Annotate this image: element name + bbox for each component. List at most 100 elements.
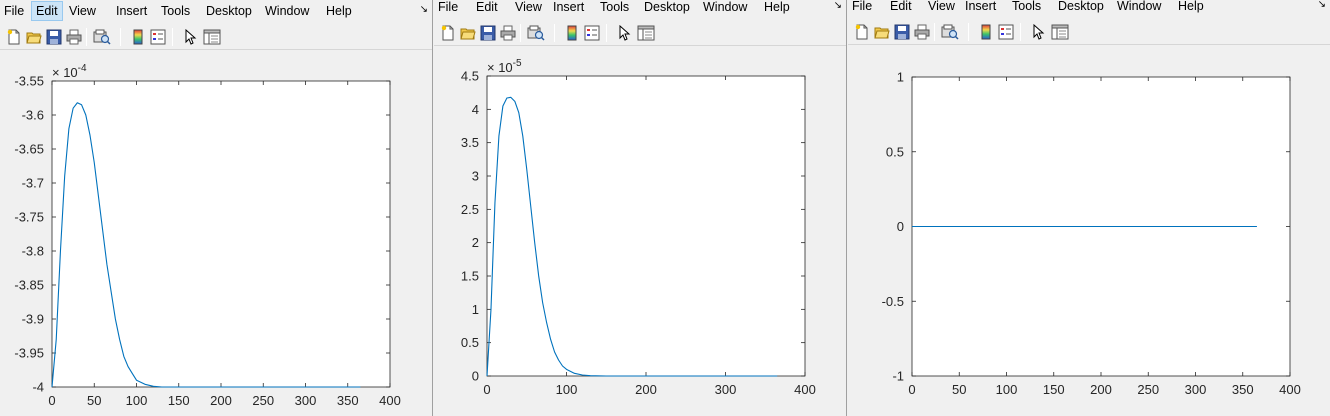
legend-icon[interactable] bbox=[996, 22, 1016, 42]
print-preview-icon[interactable] bbox=[92, 27, 112, 47]
menu-tools[interactable]: Tools bbox=[1012, 0, 1042, 13]
y-exponent-label: × 10-5 bbox=[487, 58, 522, 75]
dock-arrow-icon[interactable]: ↘ bbox=[833, 0, 842, 11]
menu-insert[interactable]: Insert bbox=[116, 4, 148, 18]
open-file-icon[interactable] bbox=[872, 22, 892, 42]
menu-window[interactable]: Window bbox=[703, 0, 748, 14]
menu-tools[interactable]: Tools bbox=[161, 4, 191, 18]
axes-background bbox=[486, 75, 806, 377]
menu-help[interactable]: Help bbox=[1178, 0, 1204, 13]
dock-arrow-icon[interactable]: ↘ bbox=[419, 4, 428, 15]
pointer-icon[interactable] bbox=[1028, 22, 1048, 42]
y-tick-label: 0.5 bbox=[886, 144, 904, 159]
legend-icon[interactable] bbox=[148, 27, 168, 47]
x-tick-label: 200 bbox=[635, 382, 657, 397]
x-tick-label: 250 bbox=[1137, 382, 1159, 397]
legend-icon[interactable] bbox=[582, 23, 602, 43]
print-preview-icon[interactable] bbox=[526, 23, 546, 43]
menu-edit[interactable]: Edit bbox=[476, 0, 498, 14]
menu-desktop[interactable]: Desktop bbox=[644, 0, 690, 14]
y-exponent-label: × 10-4 bbox=[52, 63, 87, 80]
y-tick-label: 2 bbox=[472, 235, 479, 250]
figure-toolbar bbox=[0, 24, 432, 50]
plot-axes[interactable]: 0 50 100 150 200 250 300 350 400 -3.55 -3.6 -3.65 -3… bbox=[0, 51, 433, 416]
print-icon[interactable] bbox=[912, 22, 932, 42]
x-tick-label: 0 bbox=[908, 382, 915, 397]
y-exponent-base: × 10 bbox=[487, 60, 513, 75]
menu-file[interactable]: File bbox=[438, 0, 459, 14]
plot-axes[interactable]: 0 50 100 150 200 250 300 350 400 -1 -0.5 0 0.5 1 bbox=[848, 46, 1330, 416]
toolbar-separator bbox=[172, 28, 173, 46]
figure-toolbar bbox=[434, 20, 846, 46]
y-tick-label: 2.5 bbox=[461, 202, 479, 217]
figure-window-1: File Edit View Insert Tools Desktop Window Help… bbox=[0, 0, 433, 416]
dock-arrow-icon[interactable]: ↘ bbox=[1317, 0, 1326, 10]
save-icon[interactable] bbox=[478, 23, 498, 43]
save-icon[interactable] bbox=[44, 27, 64, 47]
y-tick-label: 1.5 bbox=[461, 269, 479, 284]
x-tick-label: 250 bbox=[252, 393, 274, 408]
property-inspector-icon[interactable] bbox=[1050, 22, 1070, 42]
menu-desktop[interactable]: Desktop bbox=[206, 4, 252, 18]
print-icon[interactable] bbox=[64, 27, 84, 47]
menu-file[interactable]: File bbox=[852, 0, 873, 13]
pointer-icon[interactable] bbox=[614, 23, 634, 43]
x-tick-label: 50 bbox=[87, 393, 101, 408]
pointer-icon[interactable] bbox=[180, 27, 200, 47]
menu-insert[interactable]: Insert bbox=[965, 0, 997, 13]
y-exponent-base: × 10 bbox=[52, 65, 78, 80]
figure-canvas: 0 50 100 150 200 250 300 350 400 -1 -0.5 0 0.5 1 bbox=[848, 46, 1330, 416]
menu-window[interactable]: Window bbox=[1117, 0, 1162, 13]
x-tick-label: 400 bbox=[379, 393, 401, 408]
new-figure-icon[interactable] bbox=[438, 23, 458, 43]
menu-insert[interactable]: Insert bbox=[553, 0, 585, 14]
y-tick-label: 4.5 bbox=[461, 69, 479, 84]
menu-help[interactable]: Help bbox=[326, 4, 352, 18]
menu-window[interactable]: Window bbox=[265, 4, 310, 18]
colorbar-icon[interactable] bbox=[976, 22, 996, 42]
y-tick-label: -3.85 bbox=[14, 278, 44, 293]
y-tick-label: -4 bbox=[32, 380, 44, 395]
new-figure-icon[interactable] bbox=[852, 22, 872, 42]
property-inspector-icon[interactable] bbox=[202, 27, 222, 47]
menu-view[interactable]: View bbox=[69, 4, 96, 18]
new-figure-icon[interactable] bbox=[4, 27, 24, 47]
toolbar-separator bbox=[86, 28, 87, 46]
y-tick-label: 3.5 bbox=[461, 135, 479, 150]
y-tick-label: 0 bbox=[472, 369, 479, 384]
menu-tools[interactable]: Tools bbox=[600, 0, 630, 14]
property-inspector-icon[interactable] bbox=[636, 23, 656, 43]
menu-desktop[interactable]: Desktop bbox=[1058, 0, 1104, 13]
y-tick-label: -3.95 bbox=[14, 346, 44, 361]
plot-axes[interactable]: 0 100 200 300 400 0 0.5 1 1.5 2 2.5 3 3.5 4 4.5 × 10-5 bbox=[434, 47, 847, 416]
open-file-icon[interactable] bbox=[24, 27, 44, 47]
x-tick-label: 200 bbox=[210, 393, 232, 408]
toolbar-separator bbox=[968, 23, 969, 41]
menu-view[interactable]: View bbox=[928, 0, 955, 13]
menu-file[interactable]: File bbox=[4, 4, 25, 18]
menu-edit[interactable]: Edit bbox=[31, 1, 63, 21]
toolbar-separator bbox=[120, 28, 121, 46]
print-preview-icon[interactable] bbox=[940, 22, 960, 42]
y-tick-label: -0.5 bbox=[882, 294, 904, 309]
y-tick-label: 3 bbox=[472, 169, 479, 184]
menu-view[interactable]: View bbox=[515, 0, 542, 14]
figure-window-3: File Edit View Insert Tools Desktop Window Help… bbox=[848, 0, 1330, 416]
toolbar-separator bbox=[554, 24, 555, 42]
x-tick-label: 0 bbox=[48, 393, 55, 408]
menu-edit[interactable]: Edit bbox=[890, 0, 912, 13]
x-tick-label: 300 bbox=[1185, 382, 1207, 397]
save-icon[interactable] bbox=[892, 22, 912, 42]
y-exponent-power: -4 bbox=[78, 63, 87, 74]
x-tick-label: 150 bbox=[168, 393, 190, 408]
x-tick-label: 300 bbox=[715, 382, 737, 397]
open-file-icon[interactable] bbox=[458, 23, 478, 43]
colorbar-icon[interactable] bbox=[562, 23, 582, 43]
figure-toolbar bbox=[848, 19, 1330, 45]
print-icon[interactable] bbox=[498, 23, 518, 43]
x-tick-label: 400 bbox=[1279, 382, 1301, 397]
menu-help[interactable]: Help bbox=[764, 0, 790, 14]
x-tick-label: 100 bbox=[996, 382, 1018, 397]
colorbar-icon[interactable] bbox=[128, 27, 148, 47]
x-tick-label: 100 bbox=[556, 382, 578, 397]
